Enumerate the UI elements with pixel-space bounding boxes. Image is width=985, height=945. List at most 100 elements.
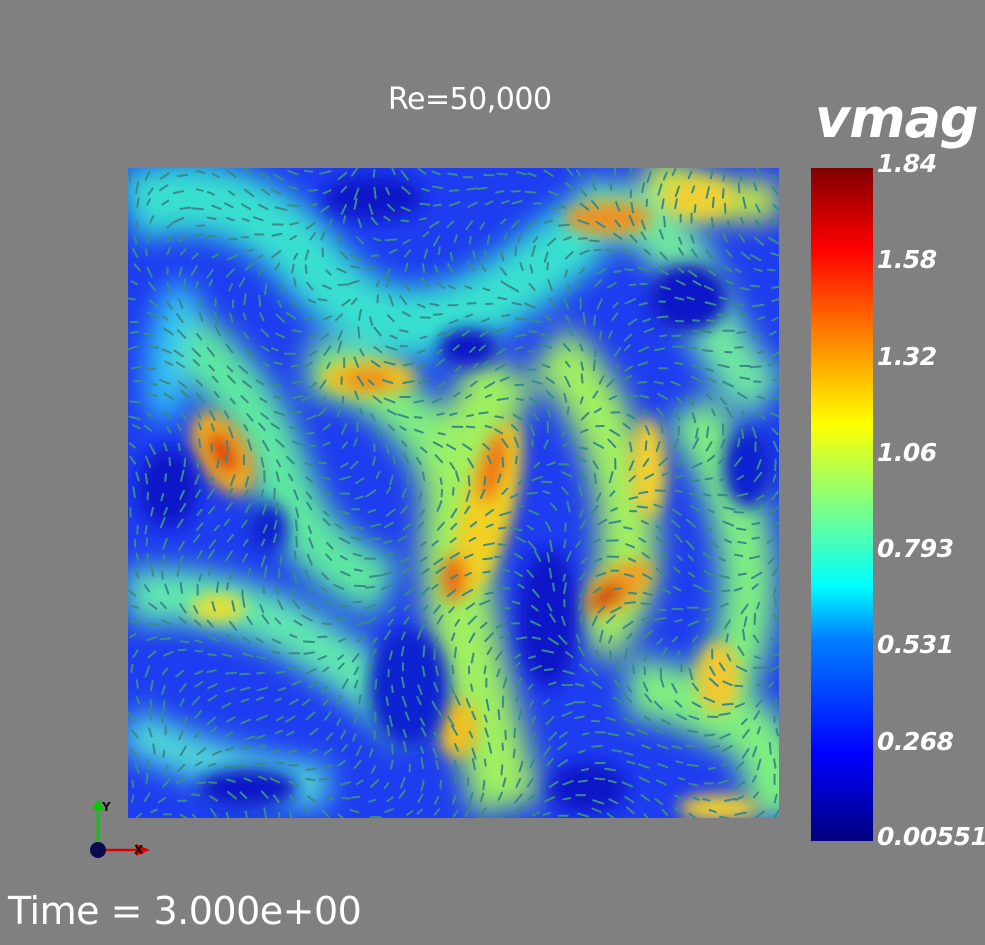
velocity-glyph	[275, 313, 286, 323]
velocity-glyph	[751, 571, 763, 580]
velocity-glyph	[413, 428, 424, 434]
velocity-glyph	[594, 278, 603, 288]
velocity-glyph	[655, 567, 666, 577]
velocity-glyph	[517, 477, 527, 485]
velocity-glyph	[510, 219, 520, 229]
velocity-glyph	[308, 537, 314, 549]
velocity-glyph	[674, 296, 685, 301]
velocity-glyph	[223, 518, 231, 526]
velocity-glyph	[260, 555, 266, 568]
velocity-glyph	[772, 173, 778, 181]
velocity-glyph	[259, 312, 265, 322]
velocity-glyph	[628, 475, 636, 483]
velocity-glyph	[643, 652, 648, 662]
velocity-glyph	[501, 456, 505, 468]
velocity-glyph	[566, 406, 570, 415]
velocity-glyph	[166, 234, 173, 243]
velocity-glyph	[423, 248, 429, 259]
velocity-glyph	[563, 297, 569, 310]
velocity-glyph	[368, 798, 377, 803]
velocity-glyph	[530, 604, 539, 612]
velocity-glyph	[226, 533, 235, 543]
velocity-glyph	[753, 236, 764, 246]
velocity-glyph	[129, 330, 140, 334]
velocity-glyph	[291, 588, 297, 597]
velocity-glyph	[226, 581, 230, 591]
velocity-glyph	[242, 636, 251, 644]
velocity-glyph	[742, 728, 750, 739]
velocity-glyph	[420, 727, 427, 737]
velocity-glyph	[656, 392, 668, 400]
velocity-glyph	[768, 741, 772, 755]
velocity-glyph	[542, 490, 551, 495]
velocity-glyph	[482, 557, 494, 561]
velocity-glyph	[720, 438, 726, 449]
velocity-glyph	[293, 252, 299, 260]
velocity-glyph	[624, 268, 634, 271]
velocity-glyph	[528, 330, 538, 333]
velocity-glyph	[256, 655, 267, 660]
velocity-glyph	[639, 394, 650, 399]
velocity-glyph	[364, 603, 377, 610]
velocity-glyph	[524, 190, 537, 194]
velocity-glyph	[497, 473, 502, 484]
velocity-glyph	[260, 328, 270, 338]
velocity-glyph	[561, 486, 569, 496]
velocity-glyph	[593, 407, 602, 414]
velocity-glyph	[751, 522, 761, 526]
velocity-glyph	[465, 393, 473, 399]
velocity-glyph	[161, 570, 164, 580]
velocity-glyph	[703, 733, 716, 737]
velocity-glyph	[215, 581, 220, 593]
velocity-glyph	[244, 489, 249, 498]
velocity-glyph	[192, 605, 199, 614]
velocity-glyph	[351, 297, 358, 305]
velocity-glyph	[710, 216, 715, 230]
velocity-glyph	[206, 268, 214, 279]
velocity-glyph	[399, 329, 409, 333]
velocity-glyph	[180, 412, 187, 421]
velocity-glyph	[401, 440, 408, 447]
velocity-glyph	[198, 573, 202, 582]
velocity-glyph	[578, 587, 587, 599]
velocity-glyph	[527, 683, 534, 691]
velocity-glyph	[576, 279, 581, 290]
velocity-glyph	[353, 437, 358, 447]
velocity-glyph	[228, 190, 235, 196]
velocity-glyph	[226, 778, 236, 783]
velocity-glyph	[354, 390, 360, 401]
velocity-glyph	[261, 188, 270, 196]
velocity-glyph	[518, 760, 524, 773]
velocity-glyph	[148, 443, 156, 455]
velocity-glyph	[544, 796, 556, 803]
velocity-glyph	[695, 427, 699, 439]
velocity-glyph	[471, 747, 477, 760]
velocity-glyph	[374, 678, 378, 690]
velocity-glyph	[494, 428, 504, 435]
velocity-glyph	[577, 219, 590, 225]
velocity-glyph	[368, 537, 381, 541]
velocity-glyph	[577, 779, 588, 783]
velocity-glyph	[755, 203, 761, 214]
velocity-glyph	[479, 330, 490, 338]
velocity-glyph	[466, 414, 474, 418]
orientation-axes[interactable]: Y X	[84, 796, 164, 866]
velocity-glyph	[179, 603, 187, 614]
velocity-glyph	[452, 487, 455, 496]
velocity-glyph	[353, 584, 367, 588]
velocity-glyph	[160, 619, 172, 625]
velocity-glyph	[598, 331, 602, 342]
velocity-glyph	[164, 360, 174, 366]
velocity-glyph	[306, 501, 313, 511]
velocity-glyph	[595, 220, 606, 229]
velocity-glyph	[129, 507, 132, 518]
velocity-glyph	[206, 346, 215, 357]
velocity-glyph	[275, 438, 285, 448]
velocity-glyph	[546, 261, 549, 271]
velocity-glyph	[401, 488, 407, 498]
velocity-glyph	[292, 440, 303, 446]
velocity-glyph	[295, 507, 300, 519]
velocity-glyph	[161, 667, 169, 675]
velocity-glyph	[641, 520, 649, 525]
velocity-glyph	[325, 732, 334, 741]
